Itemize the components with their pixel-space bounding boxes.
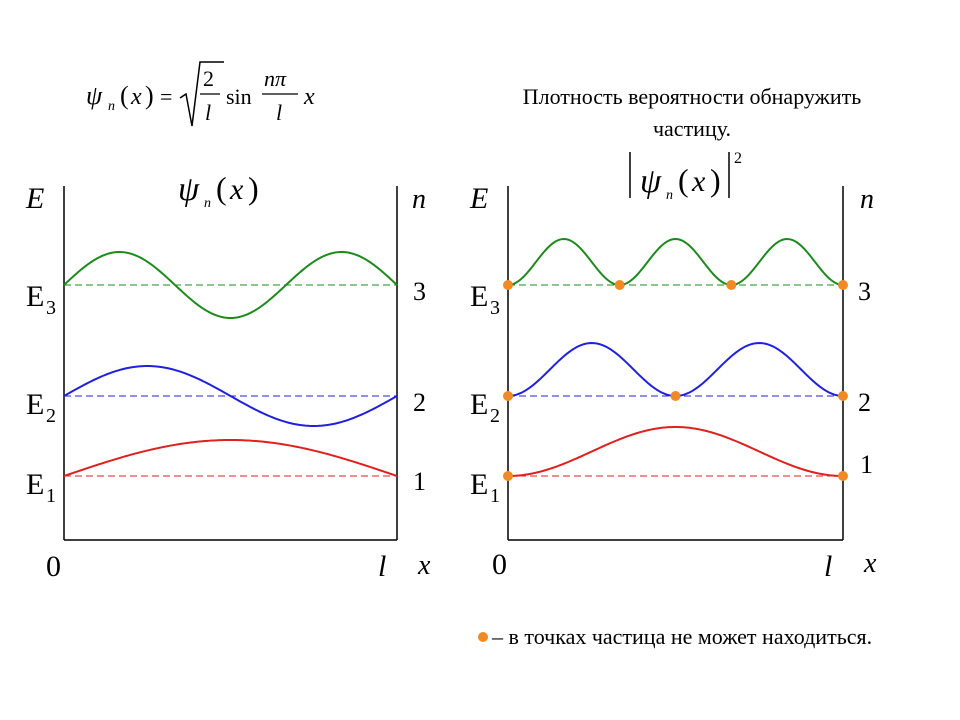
right-x-label: x bbox=[863, 548, 877, 579]
left-wave-n1 bbox=[63, 438, 398, 477]
formula-paren-close: ) bbox=[145, 81, 154, 110]
legend: – в точках частица не может находиться. bbox=[478, 624, 872, 649]
node-dot-n2-2 bbox=[838, 391, 848, 401]
wavefunction-formula: ψ n ( x ) = 2 l sin nπ l x bbox=[86, 61, 315, 127]
right-n1: 1 bbox=[860, 450, 873, 479]
left-func-paren-close: ) bbox=[248, 170, 259, 206]
right-panel-probability: Плотность вероятности обнаружить частицу… bbox=[469, 84, 877, 583]
left-axis-e-label: E bbox=[25, 182, 44, 215]
right-l-label: l bbox=[824, 550, 832, 583]
right-func-paren-open: ( bbox=[678, 162, 689, 198]
right-origin-0: 0 bbox=[492, 548, 507, 581]
formula-x-arg: x bbox=[130, 84, 142, 110]
right-n3: 3 bbox=[858, 277, 871, 306]
right-density-n3 bbox=[507, 237, 844, 286]
legend-node-dot bbox=[478, 632, 488, 642]
left-func-paren-open: ( bbox=[216, 170, 227, 206]
formula-subscript-n: n bbox=[108, 99, 115, 114]
left-func-psi: ψ bbox=[178, 171, 200, 208]
right-title-line1: Плотность вероятности обнаружить bbox=[523, 84, 862, 109]
formula-numerator-npi: nπ bbox=[264, 66, 287, 91]
node-points bbox=[503, 280, 848, 481]
right-e1-sub: 1 bbox=[490, 485, 500, 507]
left-e2-label: E bbox=[26, 388, 44, 421]
sqrt-sign bbox=[179, 61, 224, 127]
node-dot-n3-1 bbox=[614, 280, 625, 290]
node-dot-n2-1 bbox=[670, 391, 681, 401]
node-dot-n1-0 bbox=[503, 471, 513, 481]
left-wave-n2 bbox=[63, 364, 398, 428]
left-n2: 2 bbox=[413, 388, 426, 417]
node-dot-n1-1 bbox=[838, 471, 848, 481]
formula-denominator-l: l bbox=[205, 100, 211, 125]
right-e3-sub: 3 bbox=[490, 297, 500, 319]
right-func-paren-close: ) bbox=[710, 162, 721, 198]
left-func-x: x bbox=[229, 173, 244, 206]
left-n1: 1 bbox=[413, 467, 426, 496]
left-panel-wavefunction: ψ n ( x ) E n E 3 E 2 E 1 3 2 1 0 l x bbox=[25, 170, 431, 583]
left-x-label: x bbox=[417, 550, 431, 581]
left-e1-sub: 1 bbox=[46, 485, 56, 507]
right-e1-label: E bbox=[470, 468, 488, 501]
right-density-n1 bbox=[507, 425, 844, 477]
formula-psi: ψ bbox=[86, 81, 103, 110]
left-e2-sub: 2 bbox=[46, 405, 56, 427]
left-axis-n-label: n bbox=[412, 184, 426, 215]
node-dot-n2-0 bbox=[503, 391, 513, 401]
left-origin-0: 0 bbox=[46, 550, 61, 583]
left-n3: 3 bbox=[413, 277, 426, 306]
formula-x: x bbox=[303, 84, 315, 110]
node-dot-n3-0 bbox=[503, 280, 513, 290]
formula-paren-open: ( bbox=[120, 81, 129, 110]
right-func-psi: ψ bbox=[640, 163, 662, 200]
right-e2-sub: 2 bbox=[490, 405, 500, 427]
formula-equals: = bbox=[160, 84, 172, 109]
left-func-sub-n: n bbox=[204, 196, 211, 211]
node-dot-n3-2 bbox=[726, 280, 737, 290]
legend-text: – в точках частица не может находиться. bbox=[491, 624, 872, 649]
right-func-power-2: 2 bbox=[734, 150, 742, 167]
right-title-line2: частицу. bbox=[653, 116, 731, 141]
right-func-sub-n: n bbox=[666, 188, 673, 203]
left-e3-label: E bbox=[26, 280, 44, 313]
left-e3-sub: 3 bbox=[46, 297, 56, 319]
right-func-x: x bbox=[691, 165, 706, 198]
right-axis-n-label: n bbox=[860, 184, 874, 215]
left-wave-n3 bbox=[63, 251, 398, 320]
formula-numerator-2: 2 bbox=[203, 66, 214, 91]
formula-denominator-l2: l bbox=[276, 100, 282, 125]
right-e2-label: E bbox=[470, 388, 488, 421]
node-dot-n3-3 bbox=[838, 280, 848, 290]
left-l-label: l bbox=[378, 550, 386, 583]
left-e1-label: E bbox=[26, 468, 44, 501]
right-axis-e-label: E bbox=[469, 182, 488, 215]
right-e3-label: E bbox=[470, 280, 488, 313]
right-density-n2 bbox=[507, 341, 844, 398]
formula-sin: sin bbox=[226, 84, 252, 109]
right-n2: 2 bbox=[858, 388, 871, 417]
